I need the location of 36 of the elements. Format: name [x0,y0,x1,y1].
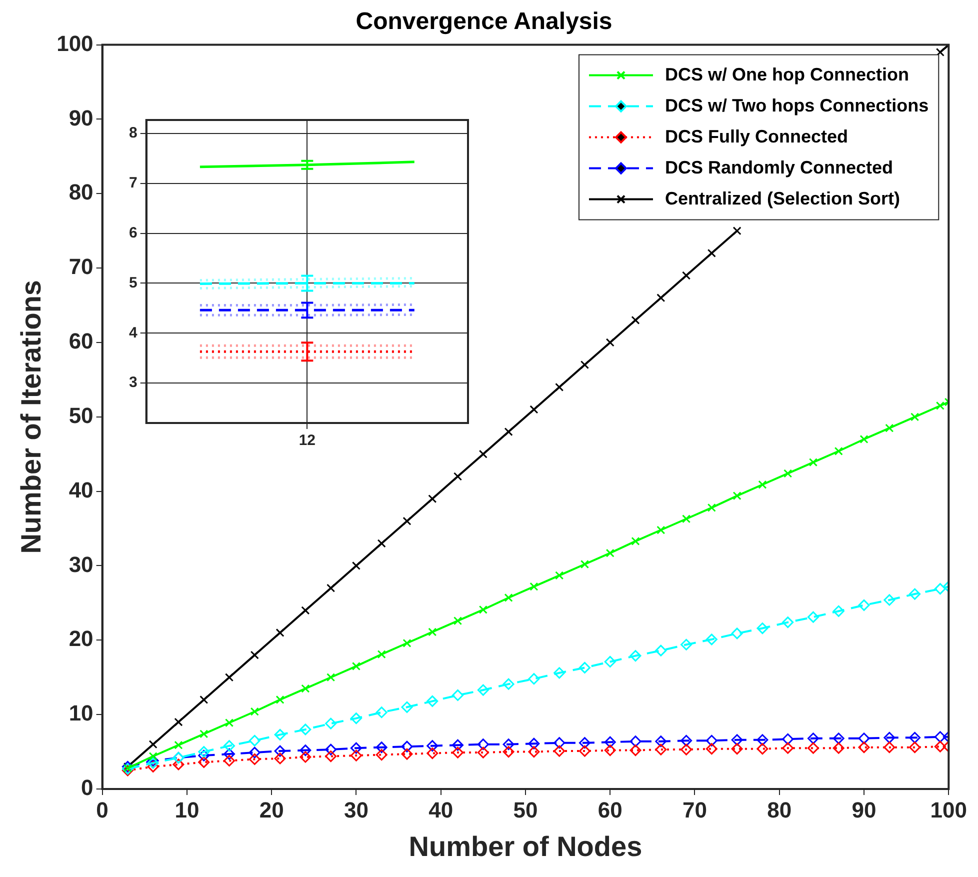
y-tick-label: 20 [68,626,94,652]
chart-title: Convergence Analysis [356,8,612,36]
y-tick-label: 0 [81,775,94,800]
legend-label: DCS w/ One hop Connection [664,64,909,84]
y-tick-label: 60 [68,328,94,354]
legend-label: DCS Fully Connected [664,126,848,146]
x-axis-title: Number of Nodes [408,830,642,862]
x-tick-label: 50 [513,797,538,822]
legend-label: DCS w/ Two hops Connections [664,95,929,116]
x-tick-label: 100 [930,797,968,822]
y-tick-label: 3 [129,374,138,392]
y-tick-label: 6 [129,224,138,242]
y-tick-label: 7 [129,174,138,192]
y-tick-label: 100 [56,30,94,56]
legend-label: DCS Randomly Connected [664,157,894,178]
x-tick-label: 90 [852,797,876,822]
y-tick-label: 8 [129,124,138,142]
x-tick-label: 12 [298,432,316,450]
x-tick-label: 70 [682,797,707,822]
x-tick-label: 60 [598,797,622,822]
x-tick-label: 80 [767,797,792,822]
x-tick-label: 10 [174,797,200,822]
y-tick-label: 30 [68,552,94,577]
y-tick-label: 50 [68,402,94,428]
legend-label: Centralized (Selection Sort) [664,188,900,208]
x-tick-label: 30 [344,797,368,822]
y-axis-title: Number of Iterations [16,280,47,554]
x-tick-label: 40 [428,797,454,822]
y-tick-label: 70 [68,254,94,280]
y-tick-label: 90 [68,105,94,130]
y-tick-label: 5 [129,274,138,292]
y-tick-label: 4 [129,324,138,342]
x-tick-label: 20 [259,797,284,822]
y-tick-label: 80 [68,180,94,205]
y-tick-label: 40 [68,477,94,502]
y-tick-label: 10 [68,700,94,726]
